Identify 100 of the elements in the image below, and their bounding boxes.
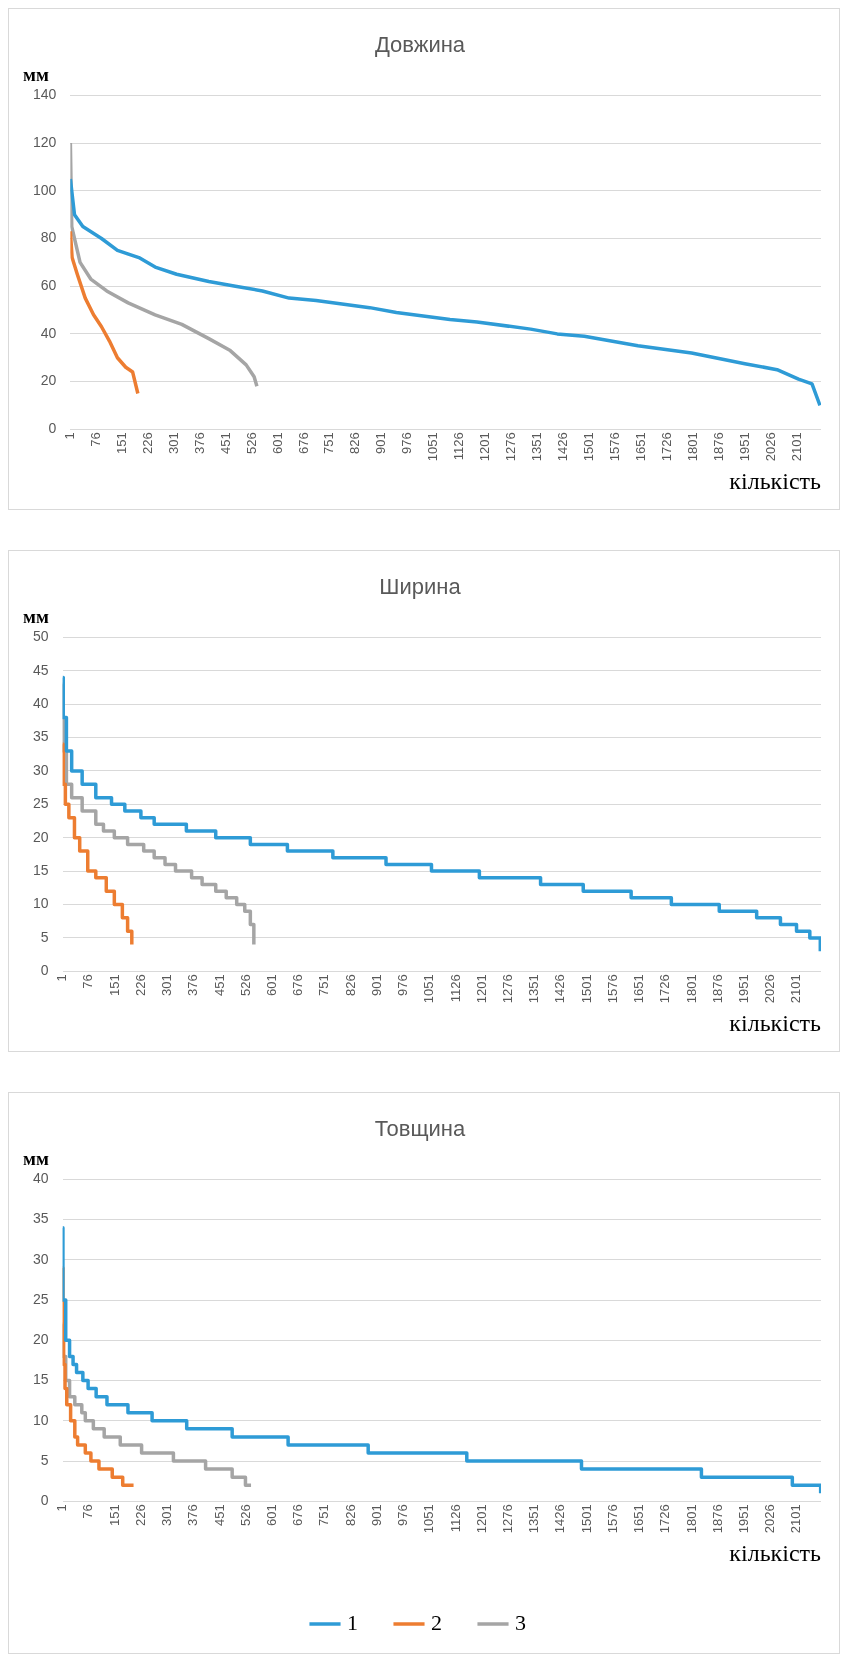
- x-tick-label: 1876: [709, 1504, 725, 1534]
- y-tick-label: 35: [32, 728, 49, 745]
- x-tick-label: 226: [132, 974, 148, 996]
- x-tick-label: 1651: [631, 974, 647, 1004]
- x-tick-label: 451: [211, 974, 227, 996]
- x-tick-label: 2101: [788, 1504, 804, 1534]
- x-tick-label: 1126: [447, 974, 463, 1003]
- x-tick-label: 1876: [709, 974, 725, 1004]
- y-tick-label: 100: [33, 181, 57, 198]
- y-tick-label: 40: [40, 324, 57, 341]
- y-tick-label: 0: [48, 420, 57, 437]
- y-tick-label: 35: [32, 1210, 49, 1227]
- x-axis-title: кількість: [729, 1009, 822, 1036]
- y-tick-label: 20: [32, 828, 49, 845]
- y-axis-title: мм: [23, 63, 49, 85]
- x-tick-label: 676: [290, 974, 306, 996]
- y-axis-title: мм: [23, 605, 49, 627]
- x-tick-label: 826: [342, 974, 358, 996]
- y-tick-label: 20: [32, 1331, 49, 1348]
- x-tick-label: 1: [54, 974, 70, 982]
- y-tick-label: 25: [32, 1290, 49, 1307]
- legend-label: 3: [515, 1609, 526, 1635]
- x-tick-label: 1426: [552, 1504, 568, 1534]
- x-tick-label: 226: [132, 1504, 148, 1526]
- x-tick-label: 1351: [526, 974, 542, 1004]
- y-tick-label: 60: [40, 277, 57, 294]
- x-tick-label: 1276: [499, 1504, 515, 1534]
- y-tick-label: 140: [33, 86, 57, 103]
- x-tick-label: 376: [185, 974, 201, 996]
- x-tick-label: 1: [61, 432, 77, 440]
- x-tick-label: 676: [290, 1504, 306, 1526]
- x-axis-title: кількість: [729, 1539, 822, 1566]
- x-tick-label: 826: [342, 1504, 358, 1526]
- x-tick-label: 1201: [473, 1504, 489, 1534]
- x-tick-label: 376: [191, 432, 207, 454]
- chart-title: Довжина: [374, 32, 466, 58]
- x-tick-label: 1726: [657, 974, 673, 1004]
- x-tick-label: 901: [368, 1504, 384, 1526]
- x-tick-label: 151: [113, 432, 129, 454]
- x-tick-label: 826: [347, 432, 363, 454]
- y-tick-label: 10: [32, 895, 49, 912]
- y-tick-label: 45: [32, 661, 49, 678]
- chart-title: Ширина: [379, 574, 462, 600]
- x-tick-label: 1651: [631, 1504, 647, 1534]
- x-tick-label: 1126: [451, 432, 467, 461]
- x-tick-label: 451: [211, 1504, 227, 1526]
- y-tick-label: 20: [40, 372, 57, 389]
- x-tick-label: 976: [395, 974, 411, 996]
- x-tick-label: 751: [316, 974, 332, 996]
- x-tick-label: 1726: [658, 432, 674, 462]
- x-tick-label: 301: [159, 1504, 175, 1526]
- x-tick-label: 1051: [421, 1504, 437, 1534]
- x-tick-label: 2026: [762, 1504, 778, 1534]
- x-tick-label: 1876: [710, 432, 726, 462]
- y-tick-label: 25: [32, 795, 49, 812]
- y-tick-label: 10: [32, 1411, 49, 1428]
- x-tick-label: 451: [217, 432, 233, 454]
- x-tick-label: 751: [316, 1504, 332, 1526]
- x-tick-label: 1051: [425, 432, 441, 462]
- x-tick-label: 1801: [683, 1504, 699, 1534]
- x-tick-label: 1201: [477, 432, 493, 462]
- x-tick-label: 1051: [421, 974, 437, 1004]
- x-tick-label: 1576: [604, 974, 620, 1004]
- x-tick-label: 1951: [736, 974, 751, 1004]
- x-tick-label: 1951: [736, 1504, 751, 1534]
- x-tick-label: 2026: [762, 432, 778, 462]
- x-tick-label: 1426: [552, 974, 568, 1004]
- x-axis-title: кількість: [729, 467, 822, 494]
- x-tick-label: 1351: [529, 432, 545, 462]
- x-tick-label: 976: [395, 1504, 411, 1526]
- x-tick-label: 1651: [632, 432, 648, 462]
- x-tick-label: 676: [295, 432, 311, 454]
- x-tick-label: 601: [263, 1504, 279, 1526]
- y-tick-label: 5: [40, 928, 49, 945]
- x-tick-label: 526: [237, 1504, 253, 1526]
- x-tick-label: 751: [321, 432, 337, 454]
- x-tick-label: 151: [106, 1504, 122, 1526]
- x-tick-label: 301: [159, 974, 175, 996]
- x-tick-label: 526: [237, 974, 253, 996]
- x-tick-label: 2101: [788, 432, 804, 462]
- x-tick-label: 1801: [684, 432, 700, 462]
- y-tick-label: 120: [33, 133, 57, 150]
- x-tick-label: 1201: [473, 974, 489, 1004]
- x-tick-label: 901: [368, 974, 384, 996]
- y-tick-label: 40: [32, 1170, 49, 1187]
- x-tick-label: 601: [263, 974, 279, 996]
- y-tick-label: 30: [32, 761, 49, 778]
- x-tick-label: 76: [80, 974, 96, 989]
- x-tick-label: 1126: [447, 1504, 463, 1533]
- x-tick-label: 901: [373, 432, 389, 454]
- y-tick-label: 5: [40, 1451, 49, 1468]
- x-tick-label: 1801: [683, 974, 699, 1004]
- y-tick-label: 0: [40, 1492, 49, 1509]
- y-tick-label: 0: [40, 962, 49, 979]
- x-tick-label: 151: [106, 974, 122, 996]
- x-tick-label: 1576: [604, 1504, 620, 1534]
- chart-title: Товщина: [374, 1116, 466, 1142]
- y-axis-title: мм: [23, 1147, 49, 1169]
- x-tick-label: 1351: [526, 1504, 542, 1534]
- x-tick-label: 226: [139, 432, 155, 454]
